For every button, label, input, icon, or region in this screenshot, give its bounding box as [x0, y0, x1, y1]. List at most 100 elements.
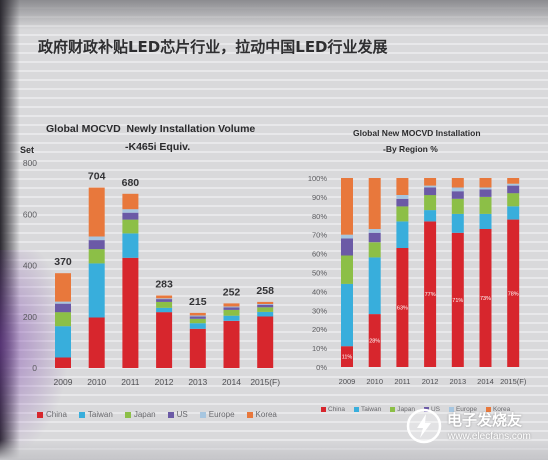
x-tick-label: 2015(F): [250, 377, 280, 387]
bar-japan-2009: [55, 312, 71, 327]
bar-korea-2015-f: [507, 178, 520, 184]
left-chart: Global MOCVD Newly Installation Volume -…: [20, 123, 280, 387]
bar-korea-2013: [451, 178, 464, 188]
legend-swatch: [124, 411, 131, 418]
bar-korea-2012: [156, 295, 173, 299]
left-chart-legend: China Taiwan Japan US Europe Korea: [37, 410, 289, 419]
bar-china-2009: [55, 357, 71, 368]
y-tick-label: 80%: [312, 212, 327, 221]
bar-us-2015-f: [257, 304, 274, 308]
bar-korea-2010: [88, 187, 105, 237]
bar-europe-2013: [451, 187, 464, 192]
legend-label: China: [46, 410, 67, 419]
bar-korea-2015-f: [257, 301, 274, 304]
left-chart-plot: 0 200 400 600 800 2009 370 2010 704 2011 680 2012 28…: [23, 158, 280, 387]
bar-europe-2015-f: [257, 303, 274, 305]
bar-europe-2010: [88, 236, 105, 241]
legend-swatch: [485, 407, 491, 412]
legend-item-china: China: [321, 406, 345, 413]
x-tick-label: 2011: [121, 377, 140, 387]
legend-swatch: [390, 407, 396, 412]
legend-label: Taiwan: [87, 410, 113, 419]
legend-item-japan: Japan: [390, 406, 415, 413]
x-tick-label: 2014: [222, 377, 241, 387]
legend-label: Korea: [492, 406, 511, 413]
bar-japan-2011: [122, 219, 139, 234]
bar-china-2011: [396, 247, 409, 367]
legend-label: China: [328, 406, 345, 413]
legend-item-us: US: [167, 410, 188, 419]
bar-japan-2014: [479, 196, 492, 214]
y-tick-label: 600: [23, 209, 37, 219]
bar-taiwan-2011: [396, 221, 409, 248]
bar-europe-2012: [424, 185, 437, 188]
bar-china-2014: [223, 320, 240, 368]
data-label: 77%: [425, 292, 436, 298]
bar-us-2009: [341, 238, 353, 256]
bar-us-2014: [223, 307, 240, 310]
bar-korea-2014: [223, 303, 240, 307]
bar-taiwan-2013: [189, 323, 206, 329]
legend-swatch: [246, 411, 253, 418]
legend-label: Korea: [255, 410, 277, 419]
bar-china-2010: [368, 314, 381, 367]
watermark-url: www.elecfans.com: [448, 431, 531, 442]
top-shadow: [0, 0, 548, 30]
right-chart-plot: 0% 10% 20% 30% 40% 50% 60% 70% 80% 90% 100% 11% 2009…: [308, 174, 527, 386]
bar-taiwan-2009: [341, 283, 353, 347]
x-tick-label: 2009: [339, 377, 356, 386]
bar-china-2013: [189, 328, 206, 368]
bar-china-2013: [451, 232, 464, 367]
y-tick-label: 30%: [312, 306, 327, 315]
bar-korea-2014: [479, 178, 492, 188]
legend-item-korea: Korea: [246, 410, 277, 419]
bar-us-2013: [189, 316, 206, 319]
data-label: 63%: [397, 306, 408, 312]
y-tick-label: 60%: [312, 250, 327, 259]
bar-japan-2012: [156, 301, 173, 308]
bar-korea-2012: [424, 178, 437, 186]
y-tick-label: 800: [23, 158, 37, 168]
y-tick-label: 10%: [312, 344, 327, 353]
bar-us-2009: [55, 303, 71, 313]
x-tick-label: 2015(F): [500, 377, 527, 386]
data-label: 11%: [342, 355, 353, 361]
bar-taiwan-2009: [55, 326, 71, 358]
slide-title: 政府财政补贴LED芯片行业，拉动中国LED行业发展: [38, 38, 388, 56]
legend-item-europe: Europe: [199, 410, 235, 419]
left-chart-ylabel: Set: [20, 145, 34, 155]
legend-swatch: [448, 407, 454, 412]
y-tick-label: 200: [23, 312, 37, 322]
bar-korea-2011: [122, 193, 139, 210]
legend-item-china: China: [37, 410, 67, 419]
x-tick-label: 2010: [366, 377, 383, 386]
bar-japan-2013: [451, 198, 464, 214]
legend-label: Japan: [397, 406, 415, 413]
bar-japan-2015-f: [507, 193, 520, 207]
bar-japan-2013: [189, 318, 206, 324]
bar-taiwan-2010: [88, 263, 105, 318]
legend-item-japan: Japan: [124, 410, 156, 419]
legend-swatch: [199, 411, 206, 418]
bar-japan-2015-f: [257, 307, 274, 312]
bar-korea-2009: [341, 178, 353, 235]
bar-korea-2010: [368, 178, 381, 229]
legend-swatch: [321, 407, 326, 412]
bar-taiwan-2012: [156, 307, 173, 313]
bar-europe-2009: [341, 234, 353, 239]
x-tick-label: 2013: [449, 377, 466, 386]
bar-korea-2009: [55, 273, 71, 302]
bar-china-2012: [424, 221, 437, 367]
legend-label: Europe: [208, 410, 235, 419]
legend-swatch: [37, 411, 43, 418]
data-label: 73%: [480, 296, 491, 302]
bar-europe-2013: [189, 315, 206, 317]
bar-china-2010: [88, 317, 105, 368]
bar-us-2015-f: [507, 185, 520, 194]
y-tick-label: 400: [23, 261, 37, 271]
bar-us-2012: [156, 299, 173, 302]
right-chart-title: Global New MOCVD Installation: [353, 128, 481, 138]
legend-label: Japan: [133, 410, 156, 419]
legend-swatch: [353, 407, 359, 412]
total-label: 258: [256, 285, 274, 297]
